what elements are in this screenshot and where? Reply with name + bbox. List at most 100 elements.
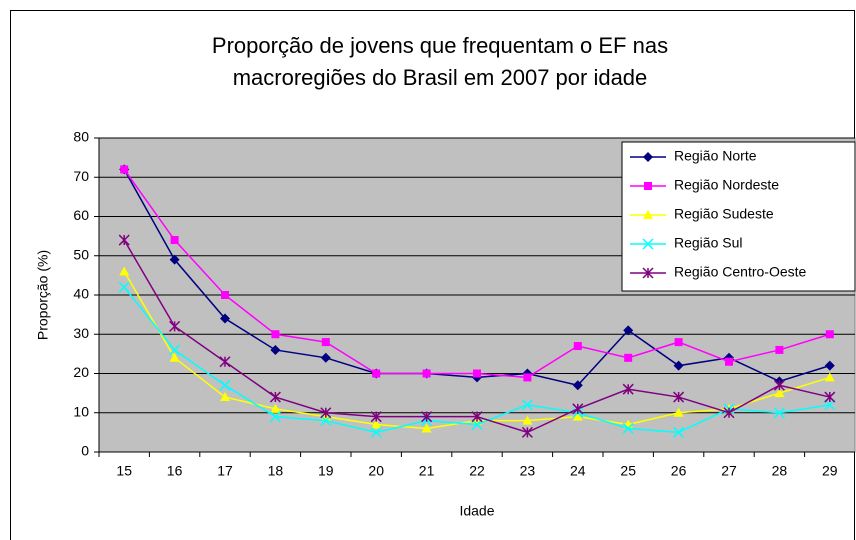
- marker: [774, 388, 785, 398]
- marker: [521, 399, 533, 411]
- marker: [824, 360, 835, 371]
- marker: [624, 353, 633, 362]
- x-tick-label: 27: [721, 463, 737, 479]
- y-axis-label: Proporção (%): [35, 250, 51, 340]
- y-tick-label: 50: [73, 246, 89, 262]
- x-tick-label: 25: [620, 463, 636, 479]
- marker: [421, 423, 432, 433]
- y-tick-label: 30: [73, 325, 89, 341]
- marker: [421, 411, 433, 423]
- y-tick-label: 0: [81, 443, 89, 459]
- x-tick-label: 24: [570, 463, 586, 479]
- marker: [370, 411, 382, 423]
- marker: [321, 338, 330, 347]
- marker: [169, 344, 181, 356]
- x-tick-label: 26: [671, 463, 687, 479]
- marker: [673, 426, 685, 438]
- marker: [673, 391, 685, 403]
- x-tick-label: 29: [822, 463, 838, 479]
- x-axis-label: Idade: [459, 503, 494, 519]
- marker: [622, 422, 634, 434]
- y-tick-label: 40: [73, 286, 89, 302]
- marker: [320, 415, 332, 427]
- marker: [725, 357, 733, 366]
- marker: [169, 254, 180, 265]
- marker: [643, 152, 653, 162]
- y-tick-label: 10: [73, 403, 89, 419]
- marker: [723, 407, 735, 419]
- marker: [521, 426, 533, 438]
- marker: [120, 165, 129, 174]
- marker: [221, 291, 229, 299]
- marker: [219, 379, 231, 391]
- marker: [643, 210, 653, 219]
- marker: [775, 345, 784, 354]
- marker: [572, 380, 583, 391]
- marker: [674, 338, 683, 347]
- marker: [644, 182, 652, 190]
- chart-title: macroregiões do Brasil em 2007 por idade: [233, 65, 648, 90]
- marker: [220, 313, 230, 324]
- chart-title: Proporção de jovens que frequentam o EF …: [212, 33, 668, 58]
- y-tick-label: 70: [73, 168, 89, 184]
- marker: [673, 407, 684, 417]
- y-tick-label: 20: [73, 364, 89, 380]
- x-tick-label: 28: [772, 463, 788, 479]
- marker: [773, 407, 785, 419]
- x-tick-label: 22: [469, 463, 485, 479]
- x-tick-label: 18: [268, 463, 284, 479]
- marker: [471, 418, 483, 431]
- x-tick-label: 15: [116, 463, 132, 479]
- marker: [371, 419, 382, 429]
- marker: [219, 356, 231, 368]
- marker: [825, 330, 834, 339]
- marker: [118, 234, 130, 246]
- legend-label: Região Norte: [674, 148, 757, 164]
- marker: [269, 411, 281, 423]
- x-tick-label: 17: [217, 463, 233, 479]
- marker: [572, 411, 583, 421]
- marker: [169, 352, 180, 362]
- marker: [473, 369, 481, 378]
- marker: [673, 360, 684, 371]
- marker: [271, 330, 280, 339]
- marker: [422, 369, 431, 378]
- marker: [623, 325, 634, 336]
- marker: [572, 403, 584, 415]
- legend-label: Região Nordeste: [674, 177, 779, 193]
- marker: [622, 383, 634, 395]
- marker: [119, 266, 130, 276]
- marker: [824, 399, 836, 411]
- x-tick-label: 19: [318, 463, 334, 479]
- marker: [773, 379, 785, 391]
- marker: [370, 426, 382, 438]
- x-tick-label: 21: [419, 463, 435, 479]
- y-tick-label: 80: [73, 129, 89, 145]
- x-tick-label: 23: [520, 463, 536, 479]
- marker: [824, 391, 836, 403]
- marker: [270, 403, 281, 413]
- marker: [170, 236, 179, 245]
- marker: [372, 369, 381, 378]
- legend-box: [621, 141, 856, 292]
- marker: [573, 342, 582, 351]
- x-tick-label: 16: [167, 463, 183, 479]
- marker: [642, 238, 654, 250]
- marker: [320, 407, 332, 419]
- marker: [220, 392, 230, 402]
- marker: [169, 320, 181, 332]
- marker: [642, 267, 654, 279]
- marker: [523, 373, 532, 382]
- marker: [824, 372, 835, 382]
- legend-label: Região Sudeste: [674, 206, 774, 222]
- y-tick-label: 60: [73, 207, 89, 223]
- legend-label: Região Sul: [674, 235, 743, 251]
- x-tick-label: 20: [368, 463, 384, 479]
- marker: [320, 352, 331, 363]
- marker: [269, 391, 281, 403]
- marker: [270, 344, 281, 355]
- legend-label: Região Centro-Oeste: [674, 264, 807, 280]
- marker: [471, 411, 483, 423]
- marker: [522, 415, 533, 425]
